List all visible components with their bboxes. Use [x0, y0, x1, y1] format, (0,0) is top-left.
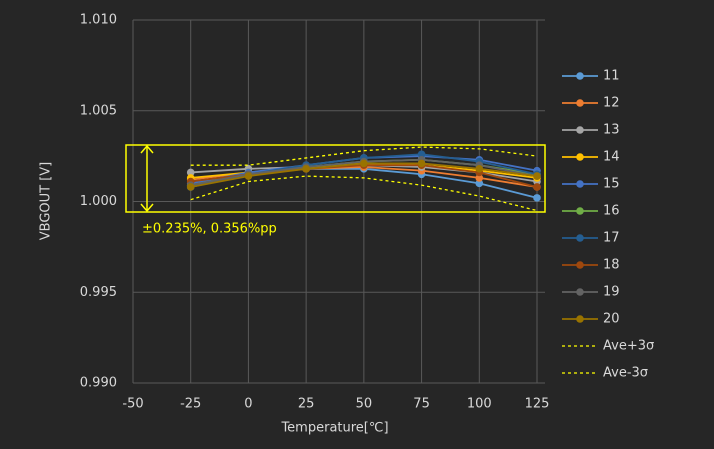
x-tick-label: 0	[244, 397, 252, 412]
x-tick-label: 100	[467, 397, 492, 412]
legend-label: 13	[603, 123, 620, 138]
legend-marker	[576, 180, 584, 188]
legend-marker	[576, 261, 584, 269]
point	[186, 168, 195, 177]
sigma-line	[190, 175, 538, 212]
point	[417, 150, 426, 159]
legend-marker	[576, 126, 584, 134]
legend-label: 18	[603, 258, 620, 273]
x-tick-label: 75	[413, 397, 430, 412]
x-tick-label: 50	[356, 397, 373, 412]
legend-marker	[576, 288, 584, 296]
y-tick-label: 1.000	[80, 194, 117, 209]
sigma-line	[190, 146, 538, 166]
legend-label: 19	[603, 285, 620, 300]
legend-label: Ave+3σ	[603, 339, 654, 354]
legend-marker	[576, 207, 584, 215]
point	[475, 165, 484, 173]
y-tick-label: 1.005	[80, 103, 117, 118]
point	[533, 183, 541, 191]
lines	[186, 146, 541, 212]
legend-label: Ave-3σ	[603, 366, 648, 381]
point	[475, 174, 484, 182]
legend-label: 16	[603, 204, 620, 219]
y-tick-label: 1.010	[80, 13, 117, 28]
x-tick-label: 25	[298, 397, 315, 412]
grid: 0.990 0.995 1.000 1.005 1.010 -50 -25 0 25 50 75 10…	[80, 13, 550, 412]
point	[533, 172, 541, 180]
point	[244, 172, 253, 180]
x-tick-label: -25	[180, 397, 201, 412]
point	[360, 159, 368, 168]
x-axis-label: Temperature[℃]	[280, 421, 388, 436]
point	[475, 179, 484, 188]
legend-marker	[576, 99, 584, 107]
legend-label: 12	[603, 96, 620, 111]
x-tick-label: 125	[525, 397, 550, 412]
y-tick-label: 0.990	[80, 376, 117, 391]
legend-marker	[576, 234, 584, 242]
legend-label: 14	[603, 150, 620, 165]
point	[302, 165, 310, 173]
legend-label: 11	[603, 69, 620, 84]
point	[533, 194, 541, 202]
y-axis-label: VBGOUT [V]	[39, 162, 54, 241]
annotation: ±0.235%, 0.356%pp	[142, 222, 277, 237]
legend-label: 17	[603, 231, 620, 246]
highlight-box	[125, 144, 546, 213]
y-tick-label: 0.995	[80, 285, 117, 300]
arrow-heads	[140, 144, 154, 213]
x-tick-label: -50	[122, 397, 143, 412]
legend-marker	[576, 315, 584, 323]
legend-label: 15	[603, 177, 620, 192]
point	[186, 183, 195, 191]
legend-label: 20	[603, 312, 620, 327]
legend-marker	[576, 153, 584, 161]
legend: 11 12 13 14 15 16 17 18 19 20 Ave+3σ Ave-3σ	[562, 69, 654, 381]
point	[417, 159, 426, 168]
legend-marker	[576, 72, 584, 80]
